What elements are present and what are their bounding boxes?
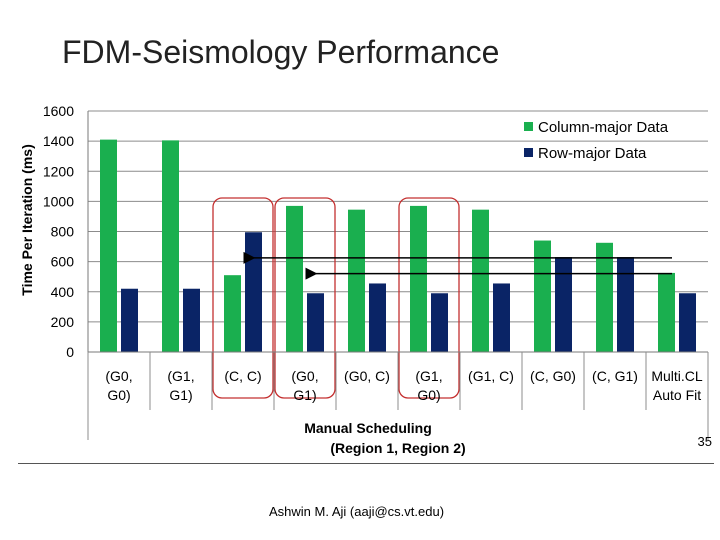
bar-column-major bbox=[286, 205, 303, 352]
x-tick-label: (G0, G1) bbox=[291, 368, 318, 403]
y-tick-label: 1600 bbox=[43, 103, 74, 119]
legend-label: Column-major Data bbox=[538, 119, 669, 136]
y-tick-label: 800 bbox=[51, 224, 75, 240]
x-axis-label: Manual Scheduling (Region 1, Region 2) bbox=[304, 420, 465, 456]
bar-column-major bbox=[224, 275, 241, 352]
page-number: 35 bbox=[697, 434, 712, 449]
bar-column-major bbox=[410, 205, 427, 352]
highlight-box bbox=[212, 197, 274, 399]
x-tick-label: (C, G0) bbox=[530, 368, 576, 384]
y-tick-label: 200 bbox=[51, 314, 75, 330]
author-footer: Ashwin M. Aji (aaji@cs.vt.edu) bbox=[269, 504, 445, 519]
y-tick-label: 600 bbox=[51, 254, 75, 270]
bar-column-major bbox=[534, 240, 551, 352]
bar-row-major bbox=[555, 257, 572, 352]
x-tick-label: Multi.CL Auto Fit bbox=[651, 368, 703, 403]
bar-row-major bbox=[493, 283, 510, 352]
y-tick-label: 1000 bbox=[43, 193, 74, 209]
y-tick-label: 400 bbox=[51, 284, 75, 300]
x-tick-labels: (G0, G0) (G1, G1) (C, C) (G0, G1) (G0, C) (G1, G0… bbox=[105, 368, 702, 403]
gridlines bbox=[88, 110, 708, 323]
x-axis-title-line: (Region 1, Region 2) bbox=[330, 440, 465, 456]
performance-bar-chart: 0 200 400 600 800 1000 1200 1400 1600 (G0, G0) (G1… bbox=[19, 103, 709, 456]
y-tick-labels: 0 200 400 600 800 1000 1200 1400 1600 bbox=[43, 103, 74, 360]
bar-column-major bbox=[472, 209, 489, 352]
legend-label: Row-major Data bbox=[538, 145, 647, 162]
slide-title: FDM-Seismology Performance bbox=[62, 34, 500, 70]
highlight-box bbox=[274, 197, 336, 399]
bar-row-major bbox=[307, 293, 324, 352]
legend-swatch bbox=[524, 148, 533, 157]
x-axis-title-line: Manual Scheduling bbox=[304, 420, 432, 436]
bar-column-major bbox=[100, 139, 117, 352]
bar-row-major bbox=[431, 293, 448, 352]
x-tick-label: (G1, G0) bbox=[415, 368, 442, 403]
x-tick-label: (G1, C) bbox=[468, 368, 514, 384]
bar-column-major bbox=[348, 209, 365, 352]
x-tick-label: (G0, C) bbox=[344, 368, 390, 384]
bar-row-major bbox=[679, 293, 696, 352]
bar-row-major bbox=[121, 288, 138, 352]
y-tick-label: 1400 bbox=[43, 133, 74, 149]
bar-column-major bbox=[162, 140, 179, 352]
y-tick-label: 0 bbox=[66, 344, 74, 360]
x-tick-label: (G1, G1) bbox=[167, 368, 194, 403]
y-tick-label: 1200 bbox=[43, 163, 74, 179]
bar-row-major bbox=[617, 257, 634, 352]
x-tick-label: (G0, G0) bbox=[105, 368, 132, 403]
legend-swatch bbox=[524, 122, 533, 131]
footer-divider bbox=[18, 463, 714, 464]
axes bbox=[87, 111, 709, 440]
bar-row-major bbox=[245, 232, 262, 352]
bars bbox=[100, 139, 696, 352]
bar-column-major bbox=[596, 242, 613, 352]
bar-row-major bbox=[183, 288, 200, 352]
legend: Column-major Data Row-major Data bbox=[524, 119, 669, 162]
x-tick-label: (C, G1) bbox=[592, 368, 638, 384]
bar-column-major bbox=[658, 272, 675, 352]
y-axis-label: Time Per Iteration (ms) bbox=[19, 144, 35, 295]
x-tick-label: (C, C) bbox=[224, 368, 261, 384]
highlight-boxes bbox=[212, 197, 460, 399]
annotation-arrows bbox=[243, 251, 672, 280]
highlight-box bbox=[398, 197, 460, 399]
bar-row-major bbox=[369, 283, 386, 352]
